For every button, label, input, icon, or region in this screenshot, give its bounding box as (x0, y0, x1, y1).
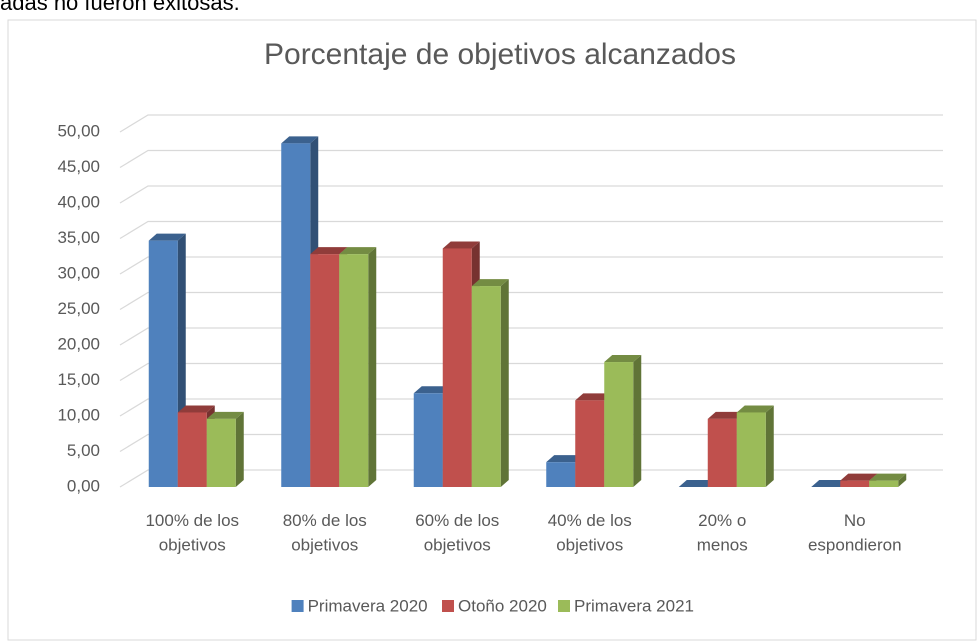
grid-line (119, 433, 943, 453)
bar (869, 480, 899, 487)
y-tick-label: 45,00 (57, 157, 100, 176)
bar-top (177, 405, 215, 413)
x-tick-label: No espondieron (808, 511, 902, 555)
y-tick-label: 40,00 (57, 192, 100, 211)
bar-top (413, 386, 451, 394)
grid-line (119, 149, 943, 169)
bar (840, 480, 870, 487)
bar-top (442, 241, 480, 249)
grid-line (119, 256, 943, 275)
bar (281, 143, 311, 488)
bar-top (707, 411, 745, 419)
bar-top (310, 247, 348, 255)
x-tick-label: 80% de los objetivos (283, 511, 367, 555)
grid-line (119, 185, 943, 204)
x-tick-label: 60% de los objetivos (415, 511, 499, 555)
y-tick-label: 15,00 (57, 370, 100, 389)
y-tick-label: 10,00 (57, 405, 100, 424)
bar-side (500, 279, 509, 487)
bar-top (281, 136, 319, 144)
y-tick-label: 20,00 (57, 334, 100, 353)
chart-title: Porcentaje de objetivos alcanzados (264, 38, 736, 71)
y-tick-label: 30,00 (57, 263, 100, 282)
bar (177, 412, 207, 487)
bar (575, 400, 605, 487)
bar (442, 248, 472, 487)
bar-top (678, 480, 716, 487)
bar-top (604, 355, 642, 363)
bar-side (633, 355, 642, 487)
bar-top (869, 473, 907, 481)
bar (736, 412, 766, 487)
caption: adas no fueron exitosas. (0, 0, 240, 15)
grid-line (119, 398, 943, 417)
bar-side (235, 411, 244, 487)
bar-top (575, 393, 613, 401)
y-tick-label: 50,00 (57, 121, 100, 140)
bar-top (148, 233, 186, 241)
bar (707, 418, 737, 487)
grid-line (119, 114, 943, 133)
x-tick-label: 40% de los objetivos (548, 511, 632, 555)
bar-top (339, 247, 377, 255)
x-tick-label: 100% de los objetivos (145, 511, 239, 555)
legend-label: Primavera 2021 (574, 596, 694, 615)
bar-side (765, 405, 774, 487)
bar-top (811, 480, 849, 487)
bar (206, 418, 236, 487)
bar-top (206, 411, 244, 419)
bar-top (546, 455, 584, 463)
legend-swatch (558, 600, 570, 612)
bar (339, 254, 369, 487)
legend-label: Primavera 2020 (308, 596, 428, 615)
grid-line (119, 291, 943, 311)
y-tick-label: 35,00 (57, 228, 100, 247)
bar (148, 240, 178, 487)
bar (471, 286, 501, 487)
y-tick-label: 0,00 (67, 476, 100, 495)
bar (604, 362, 634, 487)
y-tick-label: 25,00 (57, 299, 100, 318)
legend-swatch (442, 600, 454, 612)
bar-top (471, 279, 509, 287)
grid-line (119, 327, 943, 346)
bar-side (368, 247, 377, 487)
bar (310, 254, 340, 487)
bar (413, 393, 443, 487)
legend-swatch (291, 600, 304, 612)
y-tick-label: 5,00 (67, 441, 100, 460)
legend-label: Otoño 2020 (458, 596, 547, 615)
bar-top (736, 405, 774, 413)
grid-line (119, 220, 943, 240)
bar (546, 462, 576, 487)
grid-line (119, 362, 943, 382)
bar-side (898, 473, 907, 487)
x-tick-label: 20% o menos (697, 511, 748, 555)
bar-top (840, 473, 878, 481)
grid-line (119, 469, 943, 488)
